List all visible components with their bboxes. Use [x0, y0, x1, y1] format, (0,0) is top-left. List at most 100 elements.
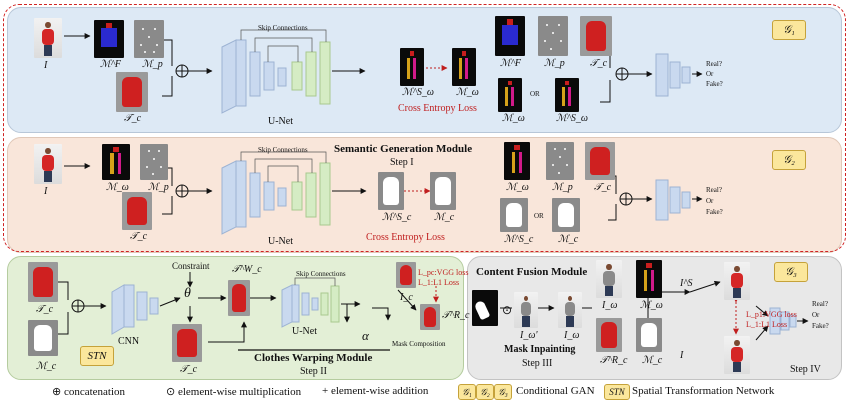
label-MSw-top: ℳ^S_ω — [402, 87, 434, 98]
clothes-image-disc-mid — [585, 142, 615, 180]
mask-mp-mid — [140, 144, 168, 180]
mask-composition-label: Mask Composition — [392, 340, 446, 348]
input-person-image-top — [34, 18, 62, 58]
mask-msw-disc — [555, 78, 579, 112]
dashed-outline — [3, 4, 846, 252]
mask-msw-top — [400, 48, 424, 86]
unet-label-mid: U-Net — [268, 236, 293, 247]
cnn-label: CNN — [118, 336, 140, 347]
mask-inpainting-label: Mask Inpainting — [504, 344, 576, 355]
label-Tc-stn-2: 𝒯_c — [180, 364, 198, 375]
disc-q3-top: Fake? — [706, 80, 723, 88]
stn-loss-1: L_pc:VGG loss — [418, 268, 469, 277]
label-Ic: I_c — [400, 292, 413, 303]
mask-mc-stn — [28, 320, 58, 356]
unet-top — [221, 29, 331, 114]
mask-mf-disc — [495, 16, 525, 56]
line-top-to-concat — [162, 39, 173, 66]
unet-label-top: U-Net — [268, 116, 293, 127]
skip-label-mid: Skip Connections — [258, 146, 308, 154]
theta-symbol: θ — [184, 286, 191, 301]
mask-mw-disc — [498, 78, 522, 112]
label-Iw: I_ω — [564, 330, 580, 341]
label-Mc-mid: ℳ_c — [434, 212, 455, 223]
skip-label-top: Skip Connections — [258, 24, 308, 32]
label-Mw-mid: ℳ_ω — [106, 182, 129, 193]
mask-mp-top — [134, 20, 164, 58]
label-Mc-stn: ℳ_c — [36, 361, 57, 372]
stn-tag: STN — [80, 346, 114, 366]
label-Mp-top: ℳ_p — [142, 59, 163, 70]
refined-clothes-image — [420, 304, 440, 330]
label-IS: I^S — [680, 278, 693, 289]
unet-stn — [281, 277, 340, 328]
mask-mp-disc-mid — [546, 142, 574, 180]
label-Mw-top: ℳ_ω — [456, 87, 479, 98]
label-Iw-fusion: I_ω — [602, 300, 618, 311]
mask-mf-top — [94, 20, 124, 58]
loss-label-top: Cross Entropy Loss — [398, 103, 477, 114]
synthesized-person-image — [724, 262, 750, 300]
label-Mc-disc: ℳ_c — [558, 234, 579, 245]
label-Mp-disc: ℳ_p — [544, 58, 565, 69]
legend-concatenation: ⊕ concatenation — [52, 386, 126, 398]
legend-elementwise-mult: ⊙ element-wise multiplication — [166, 386, 302, 398]
cnn-block — [111, 284, 159, 335]
real-person-image — [724, 336, 750, 374]
mask-mc-fusion — [636, 318, 662, 352]
disc-q2-top: Or — [706, 70, 714, 78]
disc-q2-mid: Or — [706, 197, 714, 205]
mask-mp-disc — [538, 16, 568, 56]
label-TcW: 𝒯^W_c — [232, 264, 262, 275]
label-Iw-prime: I_ω' — [520, 330, 538, 341]
odot-symbol: ⊙ — [502, 303, 513, 317]
inpaint-mask-image — [472, 290, 498, 326]
line-top-shirt-to-concat — [162, 76, 173, 97]
gan-tag-g1: 𝒢₁ — [772, 20, 806, 40]
mask-mc-disc — [552, 198, 580, 232]
discriminator-mid — [655, 179, 691, 221]
disc-q1-fusion: Real? — [812, 300, 828, 308]
step-2-label: Step II — [300, 366, 327, 377]
or-label-mid: OR — [534, 212, 544, 220]
clothes-image-top — [116, 72, 148, 112]
person-image-iw-prime — [514, 292, 538, 328]
mask-mw-top — [452, 48, 476, 86]
person-image-iw — [558, 292, 582, 328]
label-MSc-disc: ℳ^S_c — [504, 234, 534, 245]
label-I-mid: I — [44, 186, 48, 197]
disc-q1-mid: Real? — [706, 186, 722, 194]
step-1-label: Step I — [390, 157, 414, 168]
discriminator-fusion — [769, 307, 797, 335]
label-Tc-top: 𝒯_c — [124, 113, 142, 124]
warped-clothes-image — [228, 280, 250, 316]
label-Mw-fusion: ℳ_ω — [640, 300, 663, 311]
label-Tc-mid: 𝒯_c — [130, 231, 148, 242]
coarse-result-image — [396, 262, 416, 288]
unet-label-stn: U-Net — [292, 326, 317, 337]
gan-tag-g3: 𝒢₃ — [774, 262, 808, 282]
step-3-label: Step III — [522, 358, 553, 369]
constraint-label: Constraint — [172, 261, 210, 271]
or-label-top: OR — [530, 90, 540, 98]
legend-g2-tag: 𝒢₂ — [476, 384, 494, 400]
label-Tc-stn: 𝒯_c — [36, 304, 54, 315]
label-Mp-disc-mid: ℳ_p — [552, 182, 573, 193]
legend-elementwise-add: + element-wise addition — [322, 385, 429, 397]
label-TcR: 𝒯^R_c — [442, 310, 470, 321]
disc-q2-fusion: Or — [812, 311, 820, 319]
label-Mc-fusion: ℳ_c — [642, 355, 663, 366]
clothes-image-disc-top — [580, 16, 612, 56]
legend-stn-desc: Spatial Transformation Network — [632, 385, 775, 397]
label-I-top: I — [44, 60, 48, 71]
mask-mw-mid — [102, 144, 130, 180]
clothes-image-mid — [122, 192, 152, 230]
label-Tc-disc-mid: 𝒯_c — [594, 182, 612, 193]
fusion-loss-1: L_p1:VGG loss — [746, 310, 797, 319]
disc-q3-mid: Fake? — [706, 208, 723, 216]
label-MSc-mid: ℳ^S_c — [382, 212, 412, 223]
clothes-image-stn — [28, 262, 58, 302]
legend-g3-tag: 𝒢₃ — [494, 384, 512, 400]
step-4-label: Step IV — [790, 364, 821, 375]
content-fusion-title: Content Fusion Module — [476, 266, 588, 278]
